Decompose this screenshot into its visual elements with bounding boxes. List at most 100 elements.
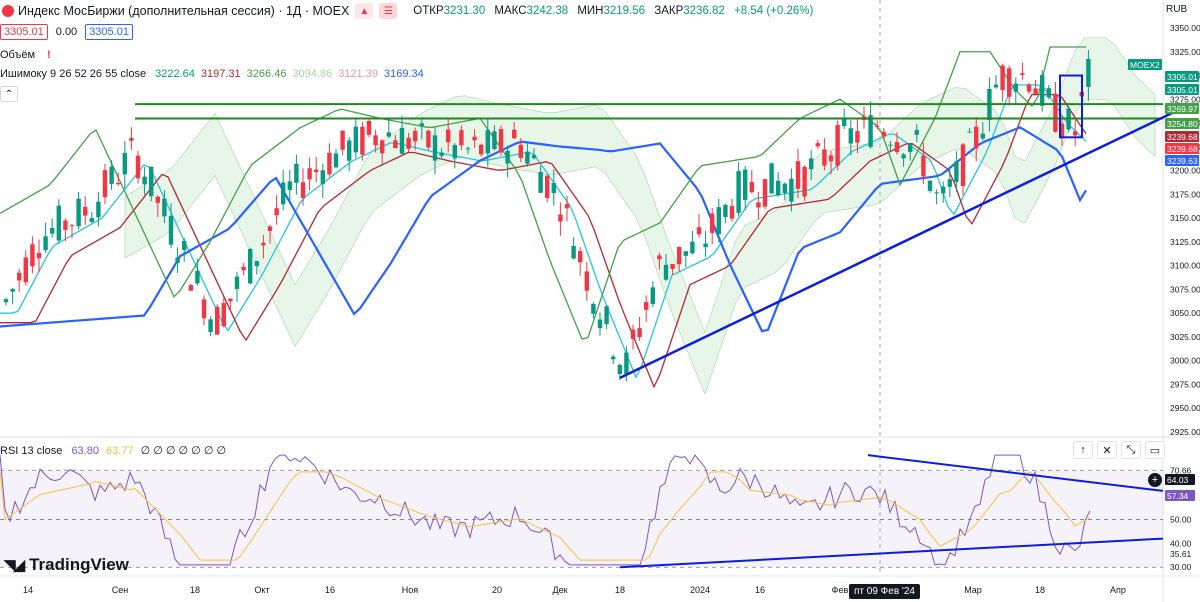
time-tick-label: 20 <box>492 585 502 595</box>
candle-body <box>934 192 939 194</box>
price-label-text: 3269.97 <box>1167 104 1198 114</box>
candle-body <box>446 129 451 143</box>
volume-label[interactable]: Объём <box>0 49 36 61</box>
candle-body <box>624 352 629 375</box>
candle-body <box>175 257 180 264</box>
candle-body <box>842 119 847 127</box>
candle-body <box>894 142 900 153</box>
buy-button[interactable]: 3305.01 <box>85 24 133 40</box>
candle-body <box>3 299 9 303</box>
time-tick-label: 14 <box>23 585 33 595</box>
tradingview-logo[interactable]: ◥◢ TradingView <box>4 555 129 575</box>
add-icon[interactable]: + <box>1148 473 1162 487</box>
candle-body <box>630 329 636 339</box>
candle-body <box>650 287 655 304</box>
candle-body <box>657 255 662 260</box>
candle-body <box>320 170 325 184</box>
candle-body <box>465 148 471 150</box>
candle-body <box>1073 131 1078 136</box>
candle-body <box>267 226 273 231</box>
ichimoku-value: 3197.31 <box>200 68 241 80</box>
candle-body <box>927 180 933 191</box>
candle-body <box>56 205 61 241</box>
time-tick-label: 18 <box>190 585 200 595</box>
candle-body <box>703 243 708 248</box>
candle-body <box>677 246 682 265</box>
candle-body <box>1059 123 1065 137</box>
candle-body <box>875 125 880 127</box>
chikou-line <box>0 46 1086 340</box>
ohlc-readout: ОТКР3231.30 МАКС3242.38 МИН3219.56 ЗАКР3… <box>413 5 814 17</box>
warning-icon[interactable]: ! <box>47 49 51 61</box>
price-tick-label: 3175.00 <box>1170 189 1200 199</box>
time-tick-label: 16 <box>325 585 335 595</box>
price-tick-label: 3025.00 <box>1170 332 1200 342</box>
time-tick-label: 18 <box>1035 585 1045 595</box>
candle-body <box>30 244 35 267</box>
rsi-line <box>0 454 1091 566</box>
candle-body <box>274 208 279 216</box>
candle-body <box>868 115 873 148</box>
restore-icon[interactable]: ▭ <box>1145 441 1165 459</box>
kijun-line <box>0 93 1087 389</box>
candle-body <box>729 206 735 219</box>
pane-toolbar: ↑ ✕ ⤡ ▭ <box>1073 441 1165 459</box>
price-tick-label: 3075.00 <box>1170 284 1200 294</box>
candle-body <box>663 264 669 280</box>
candle-body <box>1026 84 1032 92</box>
currency-label[interactable]: RUB <box>1166 4 1188 15</box>
candle-body <box>1033 88 1038 94</box>
candle-body <box>426 130 431 148</box>
price-tick-label: 3125.00 <box>1170 237 1200 247</box>
alert-up-icon[interactable]: ▲ <box>355 3 374 19</box>
candle-body <box>881 131 886 137</box>
close-icon[interactable]: ✕ <box>1097 441 1117 459</box>
tenkan-line <box>0 84 1087 379</box>
candle-body <box>63 220 68 230</box>
rsi-empty-values: ∅ ∅ ∅ ∅ ∅ ∅ ∅ <box>140 445 227 457</box>
move-up-icon[interactable]: ↑ <box>1073 441 1093 459</box>
rsi-label[interactable]: RSI 13 close <box>0 445 63 457</box>
price-tick-label: 3100.00 <box>1170 261 1200 271</box>
maximize-icon[interactable]: ⤡ <box>1121 441 1141 459</box>
symbol-title[interactable]: Индекс МосБиржи (дополнительная сессия) … <box>18 4 350 18</box>
menu-icon[interactable]: ☰ <box>379 3 398 19</box>
candle-body <box>366 120 372 135</box>
candle-body <box>129 137 134 141</box>
candle-body <box>578 251 583 263</box>
candle-body <box>261 242 266 246</box>
price-tick-label: 3000.00 <box>1170 356 1200 366</box>
candle-body <box>102 170 108 198</box>
candle-body <box>353 126 358 153</box>
collapse-legend-button[interactable]: ⌃ <box>0 86 18 102</box>
candle-body <box>974 126 979 149</box>
candle-body <box>307 168 312 180</box>
candle-body <box>109 166 114 184</box>
candle-body <box>822 149 827 166</box>
candle-body <box>743 169 748 200</box>
candle-body <box>993 84 999 88</box>
candle-body <box>1000 65 1005 91</box>
candle-body <box>723 204 728 218</box>
candle-body <box>1007 68 1012 97</box>
time-tick-label: 16 <box>755 585 765 595</box>
time-tick-label: Фев <box>832 585 849 595</box>
candle-body <box>215 306 220 335</box>
candle-body <box>234 276 240 289</box>
candle-body <box>848 128 853 144</box>
candle-body <box>855 131 860 143</box>
ichimoku-label[interactable]: Ишимоку 9 26 52 26 55 close <box>0 68 147 80</box>
candle-body <box>789 178 794 202</box>
price-tick-label: 3150.00 <box>1170 213 1200 223</box>
sell-button[interactable]: 3305.01 <box>0 24 48 40</box>
price-label-text: MOEX2 <box>1130 60 1160 70</box>
candle-body <box>69 225 75 227</box>
candle-body <box>294 163 299 183</box>
candle-body <box>254 261 259 267</box>
candle-body <box>505 150 510 164</box>
crosshair-date-badge: пт 09 Фев '24 <box>849 584 920 599</box>
candle-body <box>835 125 840 166</box>
price-tick-label: 3275.00 <box>1170 94 1200 104</box>
candle-body <box>815 143 820 147</box>
